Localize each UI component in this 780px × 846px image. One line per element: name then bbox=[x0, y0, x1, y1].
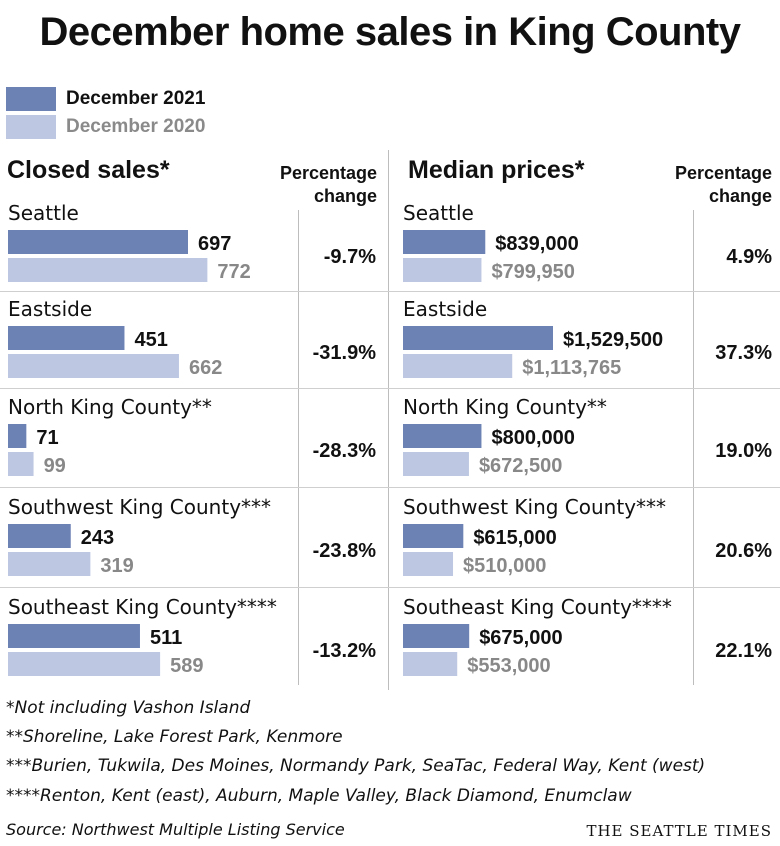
row-divider bbox=[0, 388, 780, 389]
percentage-change: 37.3% bbox=[715, 342, 772, 364]
data-label-2021: $800,000 bbox=[491, 427, 574, 449]
footnote: **Shoreline, Lake Forest Park, Kenmore bbox=[6, 727, 343, 747]
data-label-2021: 697 bbox=[198, 233, 231, 255]
data-label-2020: 319 bbox=[100, 555, 133, 577]
pct-header-line1: Percentage bbox=[279, 163, 377, 183]
bar-2020 bbox=[8, 258, 208, 282]
data-label-2020: 772 bbox=[217, 261, 250, 283]
bar-2020 bbox=[403, 652, 458, 676]
data-label-2020: $799,950 bbox=[491, 261, 574, 283]
category-label: Southeast King County**** bbox=[8, 595, 277, 619]
row-divider bbox=[0, 587, 780, 588]
data-label-2021: $1,529,500 bbox=[563, 329, 663, 351]
pct-header-line1: Percentage bbox=[674, 163, 772, 183]
percentage-change: -23.8% bbox=[313, 540, 377, 562]
median-prices-pct-header: Percentage change bbox=[655, 162, 772, 208]
bar-2021 bbox=[403, 524, 464, 548]
category-label: Seattle bbox=[403, 201, 474, 225]
data-label-2021: 243 bbox=[81, 527, 114, 549]
row-divider bbox=[0, 291, 780, 292]
percentage-change: 22.1% bbox=[715, 640, 772, 662]
legend-item-2021: December 2021 bbox=[6, 86, 205, 112]
data-label-2021: $839,000 bbox=[495, 233, 578, 255]
data-label-2020: 99 bbox=[44, 455, 66, 477]
data-label-2020: $553,000 bbox=[467, 655, 550, 677]
legend-swatch-2021 bbox=[6, 87, 56, 111]
footnote: ***Burien, Tukwila, Des Moines, Normandy… bbox=[6, 756, 706, 776]
bar-2021 bbox=[8, 524, 71, 548]
data-label-2020: $1,113,765 bbox=[522, 357, 621, 379]
bar-2021 bbox=[403, 230, 486, 254]
bar-2020 bbox=[8, 452, 34, 476]
closed-sales-pct-header: Percentage change bbox=[262, 162, 377, 208]
bar-2021 bbox=[403, 326, 553, 350]
column-divider bbox=[388, 150, 389, 690]
bar-2021 bbox=[8, 424, 27, 448]
footnote: *Not including Vashon Island bbox=[6, 698, 251, 718]
category-label: Southwest King County*** bbox=[403, 495, 666, 519]
pct-header-line2: change bbox=[708, 186, 772, 206]
category-label: Southwest King County*** bbox=[8, 495, 271, 519]
bar-2021 bbox=[8, 326, 125, 350]
percentage-change: 20.6% bbox=[715, 540, 772, 562]
bar-2020 bbox=[8, 354, 179, 378]
bar-2020 bbox=[403, 552, 454, 576]
percentage-change: -31.9% bbox=[313, 342, 377, 364]
bar-2021 bbox=[8, 624, 140, 648]
data-label-2020: $672,500 bbox=[479, 455, 562, 477]
bar-2020 bbox=[8, 552, 91, 576]
category-label: Eastside bbox=[403, 297, 487, 321]
data-label-2021: $675,000 bbox=[479, 627, 562, 649]
percentage-change: -13.2% bbox=[313, 640, 377, 662]
data-label-2021: 451 bbox=[134, 329, 167, 351]
legend-label-2020: December 2020 bbox=[66, 116, 206, 137]
bar-2021 bbox=[403, 424, 482, 448]
footnote: ****Renton, Kent (east), Auburn, Maple V… bbox=[6, 786, 632, 806]
category-label: Seattle bbox=[8, 201, 79, 225]
median-prices-pct-divider bbox=[693, 210, 694, 685]
publisher-logo: THE SEATTLE TIMES bbox=[586, 822, 772, 840]
data-label-2021: $615,000 bbox=[473, 527, 556, 549]
median-prices-header: Median prices* bbox=[408, 156, 585, 184]
legend-swatch-2020 bbox=[6, 115, 56, 139]
bar-2020 bbox=[403, 258, 482, 282]
data-label-2020: $510,000 bbox=[463, 555, 546, 577]
closed-sales-header: Closed sales* bbox=[7, 156, 170, 184]
percentage-change: -28.3% bbox=[313, 440, 377, 462]
bar-2021 bbox=[403, 624, 470, 648]
data-label-2020: 589 bbox=[170, 655, 203, 677]
category-label: North King County** bbox=[8, 395, 212, 419]
category-label: North King County** bbox=[403, 395, 607, 419]
data-label-2021: 511 bbox=[150, 627, 182, 649]
bar-2020 bbox=[403, 452, 469, 476]
chart-title: December home sales in King County bbox=[39, 10, 741, 54]
data-label-2020: 662 bbox=[189, 357, 222, 379]
percentage-change: 19.0% bbox=[715, 440, 772, 462]
pct-header-line2: change bbox=[313, 186, 377, 206]
percentage-change: 4.9% bbox=[726, 246, 772, 268]
bar-2020 bbox=[403, 354, 513, 378]
bar-2020 bbox=[8, 652, 161, 676]
bar-2021 bbox=[8, 230, 188, 254]
data-label-2021: 71 bbox=[36, 427, 58, 449]
category-label: Eastside bbox=[8, 297, 92, 321]
closed-sales-pct-divider bbox=[298, 210, 299, 685]
percentage-change: -9.7% bbox=[324, 246, 376, 268]
legend-label-2021: December 2021 bbox=[66, 88, 206, 109]
row-divider bbox=[0, 487, 780, 488]
source-note: Source: Northwest Multiple Listing Servi… bbox=[6, 820, 345, 839]
legend-item-2020: December 2020 bbox=[6, 114, 205, 140]
category-label: Southeast King County**** bbox=[403, 595, 672, 619]
